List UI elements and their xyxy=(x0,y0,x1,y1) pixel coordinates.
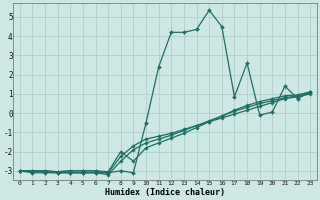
X-axis label: Humidex (Indice chaleur): Humidex (Indice chaleur) xyxy=(105,188,225,197)
